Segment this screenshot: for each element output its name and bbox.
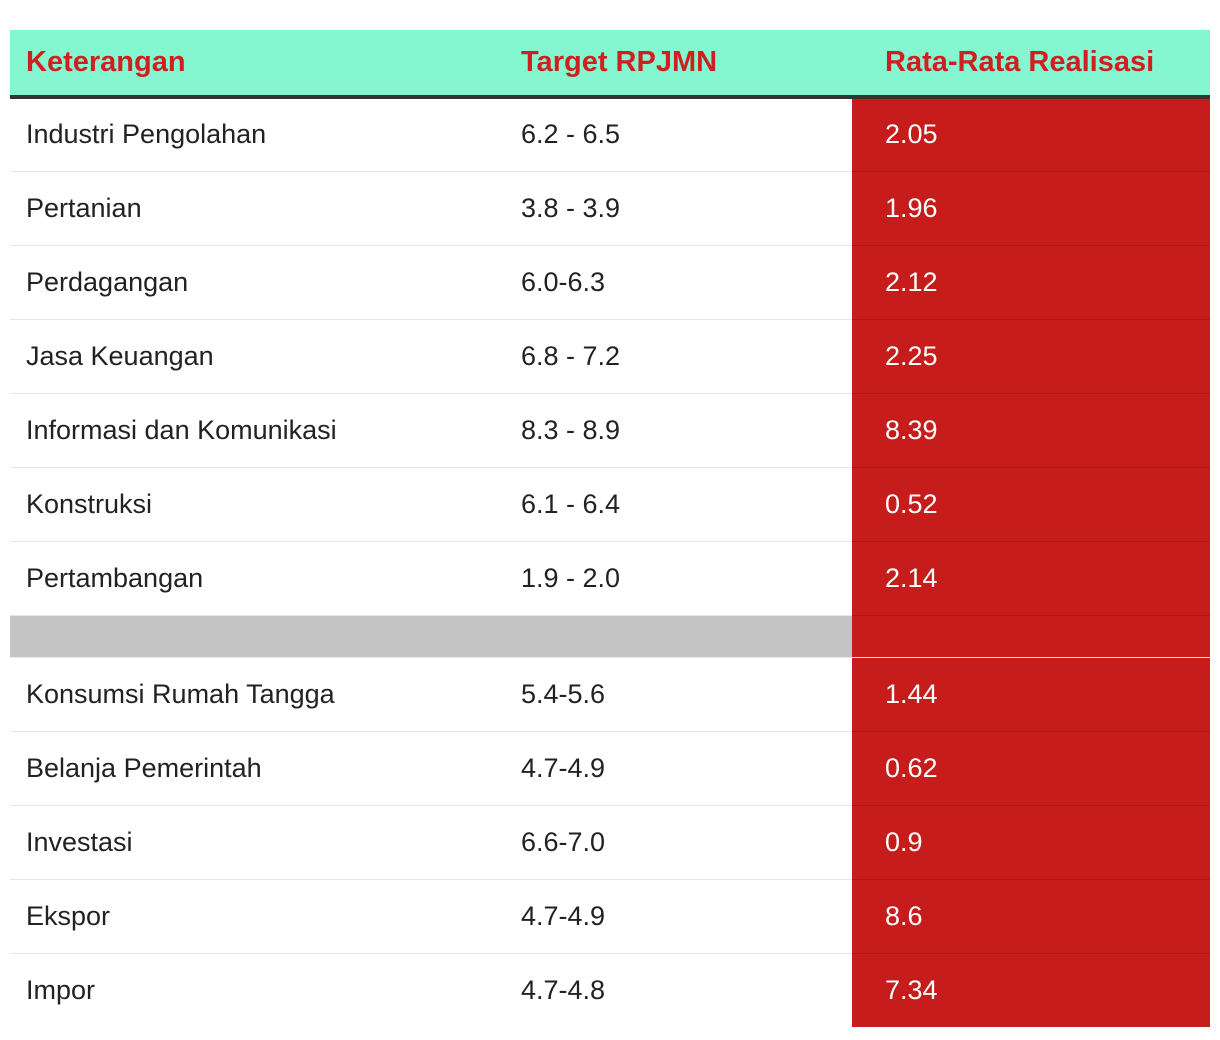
cell-realisasi: 1.96 (852, 171, 1210, 246)
table-row: Ekspor 4.7-4.9 8.6 (10, 879, 1210, 954)
cell-keterangan: Konsumsi Rumah Tangga (10, 657, 505, 732)
separator-cell (852, 615, 1210, 658)
cell-realisasi: 0.52 (852, 467, 1210, 542)
table-row: Jasa Keuangan 6.8 - 7.2 2.25 (10, 319, 1210, 394)
cell-target: 5.4-5.6 (505, 657, 852, 732)
table-row: Konstruksi 6.1 - 6.4 0.52 (10, 467, 1210, 542)
cell-realisasi: 8.39 (852, 393, 1210, 468)
table-row: Investasi 6.6-7.0 0.9 (10, 805, 1210, 880)
table-row: Belanja Pemerintah 4.7-4.9 0.62 (10, 731, 1210, 806)
cell-keterangan: Belanja Pemerintah (10, 731, 505, 806)
cell-target: 4.7-4.8 (521, 974, 606, 1005)
cell-realisasi: 1.44 (852, 657, 1210, 732)
cell-keterangan: Investasi (10, 805, 505, 880)
cell-realisasi: 2.25 (852, 319, 1210, 394)
column-header-keterangan: Keterangan (10, 30, 505, 99)
column-header-realisasi: Rata-Rata Realisasi (852, 30, 1210, 99)
cell-keterangan: Informasi dan Komunikasi (10, 393, 505, 468)
cell-target: 6.8 - 7.2 (505, 319, 852, 394)
cell-realisasi: 2.12 (852, 245, 1210, 320)
cell-target: 6.1 - 6.4 (505, 467, 852, 542)
cell-realisasi: 2.14 (852, 541, 1210, 616)
table-row: Pertambangan 1.9 - 2.0 2.14 (10, 541, 1210, 616)
table-row: Informasi dan Komunikasi 8.3 - 8.9 8.39 (10, 393, 1210, 468)
cell-keterangan: Jasa Keuangan (10, 319, 505, 394)
cell-target: 6.2 - 6.5 (505, 97, 852, 172)
cell-realisasi: 8.6 (852, 879, 1210, 954)
table-body: Industri Pengolahan 6.2 - 6.5 2.05 Pertania… (10, 97, 1210, 1027)
data-table: Keterangan Target RPJMN Rata-Rata Realis… (10, 30, 1210, 1027)
table-row: Konsumsi Rumah Tangga 5.4-5.6 1.44 (10, 657, 1210, 732)
cell-keterangan: Perdagangan (10, 245, 505, 320)
cell-keterangan: Konstruksi (10, 467, 505, 542)
data-table-container: Keterangan Target RPJMN Rata-Rata Realis… (10, 30, 1210, 1027)
cell-keterangan: Pertanian (10, 171, 505, 246)
table-row: Industri Pengolahan 6.2 - 6.5 2.05 (10, 97, 1210, 172)
cell-target: 1.9 - 2.0 (505, 541, 852, 616)
cell-keterangan: Industri Pengolahan (10, 97, 505, 172)
cell-realisasi: 7.34 (852, 953, 1210, 1027)
cell-target: 4.7-4.9 (505, 879, 852, 954)
cell-keterangan: Pertambangan (10, 541, 505, 616)
cell-keterangan: Impor (26, 974, 96, 1005)
separator-cell (10, 615, 505, 658)
cell-keterangan: Ekspor (10, 879, 505, 954)
cell-target: 6.0-6.3 (505, 245, 852, 320)
table-row: Pertanian 3.8 - 3.9 1.96 (10, 171, 1210, 246)
cell-realisasi: 0.62 (852, 731, 1210, 806)
cell-target: 4.7-4.9 (505, 731, 852, 806)
cell-target: 3.8 - 3.9 (505, 171, 852, 246)
column-header-target: Target RPJMN (505, 30, 852, 99)
cell-target: 8.3 - 8.9 (505, 393, 852, 468)
table-separator-row (10, 615, 1210, 658)
cell-realisasi: 2.05 (852, 97, 1210, 172)
table-header-row: Keterangan Target RPJMN Rata-Rata Realis… (10, 30, 1210, 99)
cell-realisasi: 0.9 (852, 805, 1210, 880)
separator-cell (505, 615, 852, 658)
table-row: Impor 4.7-4.8 7.34 (10, 953, 1210, 1027)
cell-target: 6.6-7.0 (505, 805, 852, 880)
table-row: Perdagangan 6.0-6.3 2.12 (10, 245, 1210, 320)
